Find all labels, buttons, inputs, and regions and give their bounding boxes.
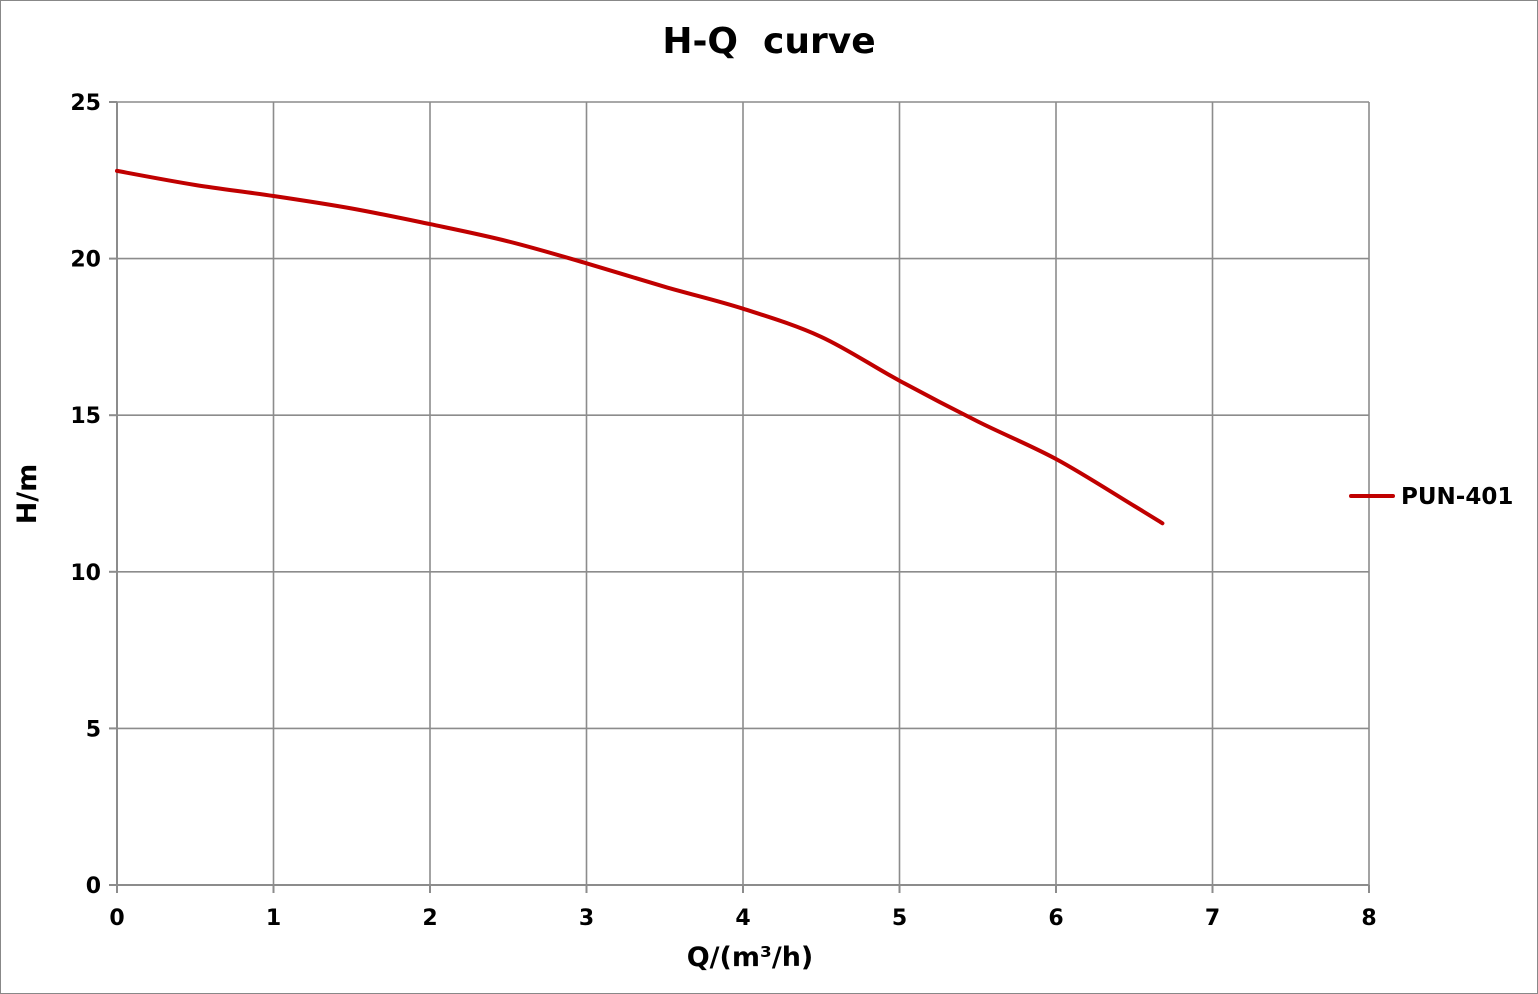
y-tick-label: 10 [70,561,101,586]
axes [109,101,1370,893]
x-tick-label: 4 [735,906,750,931]
x-axis-label: Q/(m³/h) [687,942,814,973]
x-tick-labels: 0 1 2 3 4 5 6 7 8 [109,906,1376,931]
legend-label: PUN-401 [1401,484,1513,510]
x-tick-label: 5 [892,906,907,931]
series-line-pun-401 [115,168,1165,526]
x-tick-label: 6 [1048,906,1063,931]
x-tick-label: 7 [1205,906,1220,931]
grid-lines [117,101,1370,885]
x-tick-label: 0 [109,906,124,931]
series-group [115,168,1165,526]
y-tick-label: 20 [70,248,101,273]
chart-title: H-Q curve [662,21,875,62]
x-tick-label: 1 [266,906,281,931]
y-tick-label: 5 [86,717,101,742]
y-tick-label: 0 [86,874,101,899]
legend: PUN-401 [1349,484,1513,510]
y-axis-label: H/m [12,464,43,525]
y-tick-label: 15 [70,404,101,429]
x-tick-label: 8 [1361,906,1376,931]
x-tick-label: 3 [579,906,594,931]
y-tick-labels: 0 5 10 15 20 25 [70,91,101,899]
x-tick-label: 2 [422,906,437,931]
y-tick-label: 25 [70,91,101,116]
